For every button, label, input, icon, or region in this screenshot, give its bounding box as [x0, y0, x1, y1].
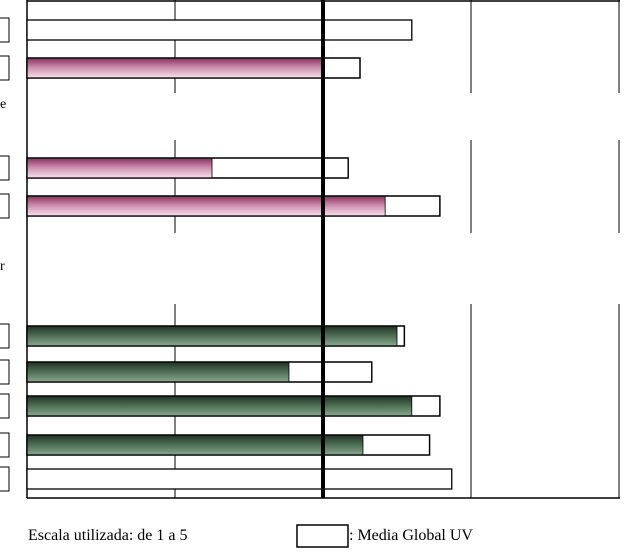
- value-bars: [26, 57, 413, 456]
- global-mean-outline: [26, 57, 361, 79]
- global-mean-outline: [26, 434, 431, 456]
- gap: [28, 85, 628, 148]
- global-mean-bar: [26, 468, 453, 490]
- legend-mean-label: : Media Global UV: [349, 527, 473, 544]
- global-mean-outline: [26, 157, 349, 179]
- value-bar: [26, 157, 213, 179]
- label-stub: [0, 17, 10, 43]
- label-stubs: er: [0, 17, 10, 492]
- label-stub: [0, 155, 10, 181]
- label-stub: [0, 359, 10, 385]
- label-stub: [0, 466, 10, 492]
- global-mean-outline: [26, 325, 406, 347]
- gridlines: [28, 0, 628, 498]
- value-bar: [26, 325, 398, 347]
- value-bar: [26, 57, 324, 79]
- label-stub: [0, 55, 10, 81]
- global-mean-outline: [26, 361, 373, 383]
- scale-text: Escala utilizada: de 1 a 5: [28, 527, 187, 544]
- legend-swatch: [296, 524, 349, 548]
- label-fragment: r: [0, 259, 5, 274]
- value-bar: [26, 195, 386, 217]
- mean-overlay: [26, 57, 441, 456]
- label-stub: [0, 432, 10, 458]
- value-bar: [26, 361, 290, 383]
- value-bar: [26, 395, 413, 417]
- global-mean-outline: [26, 195, 441, 217]
- label-stub: [0, 193, 10, 219]
- label-fragment: e: [0, 97, 6, 112]
- label-stub: [0, 393, 10, 419]
- global-mean-bar: [26, 19, 413, 41]
- gap: [28, 225, 628, 312]
- value-bar: [26, 434, 364, 456]
- label-stub: [0, 323, 10, 349]
- global-mean-outline: [26, 395, 441, 417]
